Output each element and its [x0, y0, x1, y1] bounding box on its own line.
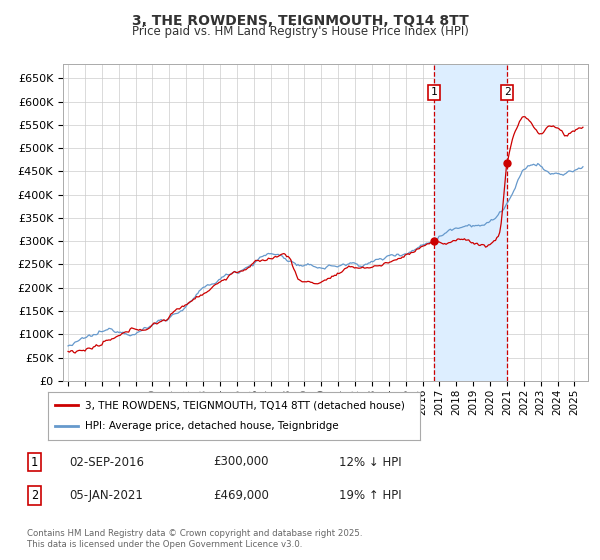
Text: 1: 1	[31, 455, 38, 469]
Text: HPI: Average price, detached house, Teignbridge: HPI: Average price, detached house, Teig…	[85, 421, 339, 431]
Text: £300,000: £300,000	[213, 455, 269, 469]
Text: Price paid vs. HM Land Registry's House Price Index (HPI): Price paid vs. HM Land Registry's House …	[131, 25, 469, 38]
Text: £469,000: £469,000	[213, 489, 269, 502]
Text: 2: 2	[31, 489, 38, 502]
Text: 05-JAN-2021: 05-JAN-2021	[69, 489, 143, 502]
Text: 3, THE ROWDENS, TEIGNMOUTH, TQ14 8TT (detached house): 3, THE ROWDENS, TEIGNMOUTH, TQ14 8TT (de…	[85, 400, 405, 410]
Text: 19% ↑ HPI: 19% ↑ HPI	[339, 489, 401, 502]
Text: 02-SEP-2016: 02-SEP-2016	[69, 455, 144, 469]
Bar	[434, 64, 508, 381]
Text: 2: 2	[504, 87, 511, 97]
Text: 3, THE ROWDENS, TEIGNMOUTH, TQ14 8TT: 3, THE ROWDENS, TEIGNMOUTH, TQ14 8TT	[131, 14, 469, 28]
Text: Contains HM Land Registry data © Crown copyright and database right 2025.
This d: Contains HM Land Registry data © Crown c…	[27, 529, 362, 549]
Text: 1: 1	[431, 87, 437, 97]
Text: 12% ↓ HPI: 12% ↓ HPI	[339, 455, 401, 469]
